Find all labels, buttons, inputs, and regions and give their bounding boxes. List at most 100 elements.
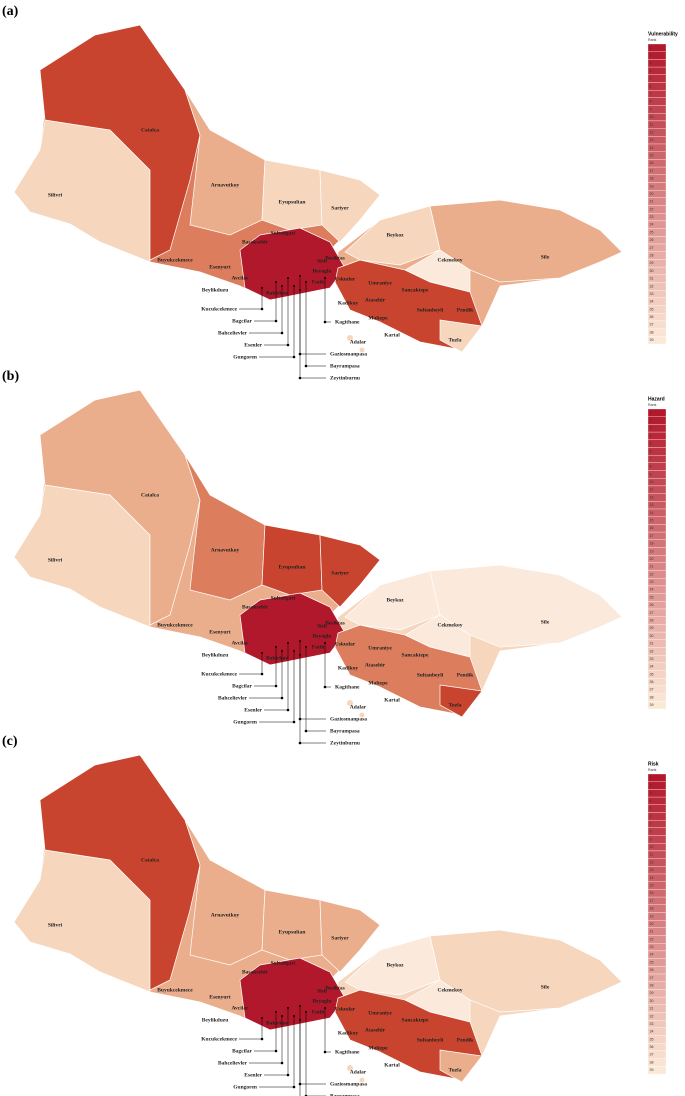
district-label: Gungoren bbox=[233, 354, 257, 360]
legend-rank: 39 bbox=[650, 703, 654, 707]
legend-rank: 8 bbox=[650, 100, 652, 104]
legend-rank: 15 bbox=[650, 883, 654, 887]
district-area bbox=[439, 684, 483, 718]
district-label: Sultanbeyli bbox=[417, 307, 444, 313]
legend-rank: 36 bbox=[650, 1045, 654, 1049]
island bbox=[347, 700, 353, 706]
legend-rank: 20 bbox=[650, 557, 654, 561]
district-area bbox=[184, 89, 266, 236]
callout-dot bbox=[275, 281, 277, 283]
district-label: Beykoz bbox=[386, 597, 404, 603]
district-label: Avcilar bbox=[231, 1005, 249, 1011]
legend-rank: 15 bbox=[650, 153, 654, 157]
callout-dot bbox=[280, 1061, 284, 1065]
legend-rank: 17 bbox=[650, 169, 654, 173]
legend-rank: 37 bbox=[650, 688, 654, 692]
legend-rank: 4 bbox=[650, 69, 652, 73]
district-label: Bagcilar bbox=[232, 318, 252, 324]
callout-dot bbox=[293, 1015, 295, 1017]
district-label: Cekmekoy bbox=[437, 987, 462, 993]
legend-rank: 6 bbox=[650, 449, 652, 453]
district-label: Bagcilar bbox=[232, 683, 252, 689]
district-label: Silivri bbox=[48, 557, 63, 563]
legend-rank: 34 bbox=[650, 300, 654, 304]
legend-rank: 33 bbox=[650, 292, 654, 296]
callout-dot bbox=[261, 1017, 263, 1019]
district-label: Esenyurt bbox=[209, 629, 231, 635]
district-label: Kagithane bbox=[335, 684, 360, 690]
legend-rank: 7 bbox=[650, 92, 652, 96]
legend-rank: 31 bbox=[650, 642, 654, 646]
legend-rank: 11 bbox=[650, 853, 654, 857]
legend-rank: 18 bbox=[650, 177, 654, 181]
legend-rank: 2 bbox=[650, 53, 652, 57]
callout-dot bbox=[299, 654, 301, 656]
legend-rank: 1 bbox=[650, 46, 652, 50]
district-label: Uskudar bbox=[335, 1006, 356, 1012]
callout-dot bbox=[292, 720, 296, 724]
callout-line bbox=[305, 282, 326, 367]
legend-rank: 15 bbox=[650, 518, 654, 522]
district-label: Gaziosmanpasa bbox=[330, 716, 367, 722]
district-label: Kagithane bbox=[335, 319, 360, 325]
legend-rank: 10 bbox=[650, 480, 654, 484]
district-label: Gungoren bbox=[233, 719, 257, 725]
district-label: Bahcelievler bbox=[218, 695, 248, 701]
district-label: Beykoz bbox=[386, 232, 404, 238]
district-area bbox=[261, 889, 323, 961]
callout-dot bbox=[286, 708, 290, 712]
legend-rank: 17 bbox=[650, 899, 654, 903]
callout-dot bbox=[299, 289, 301, 291]
district-label: Atasehir bbox=[365, 662, 386, 668]
callout-dot bbox=[323, 320, 327, 324]
legend-rank: 3 bbox=[650, 791, 652, 795]
district-area bbox=[439, 1049, 483, 1083]
legend-rank: 29 bbox=[650, 261, 654, 265]
callout-dot bbox=[324, 277, 326, 279]
district-label: Sisli bbox=[317, 988, 327, 994]
district-area bbox=[39, 754, 201, 991]
legend-rank: 12 bbox=[650, 495, 654, 499]
district-label: Adalar bbox=[350, 704, 367, 710]
callout-dot bbox=[286, 1073, 290, 1077]
legend-rank: 33 bbox=[650, 1022, 654, 1026]
callout-dot bbox=[304, 364, 308, 368]
legend-rank: 19 bbox=[650, 184, 654, 188]
district-label: Sariyer bbox=[331, 935, 349, 941]
district-label: Esenler bbox=[244, 707, 262, 713]
district-label: Pendik bbox=[457, 307, 474, 313]
callout-dot bbox=[323, 685, 327, 689]
district-label: Buyukcekmece bbox=[157, 987, 193, 993]
district-label: Gaziosmanpasa bbox=[330, 1081, 367, 1087]
callout-dot bbox=[305, 281, 307, 283]
district-label: Uskudar bbox=[335, 276, 356, 282]
district-area bbox=[319, 169, 381, 243]
callout-dot bbox=[260, 672, 264, 676]
island bbox=[359, 1077, 365, 1083]
district-label: Bagcilar bbox=[232, 1048, 252, 1054]
island bbox=[347, 1065, 353, 1071]
district-label: Beyoglu bbox=[313, 268, 332, 274]
callout-dot bbox=[299, 1019, 301, 1021]
legend-rank: 9 bbox=[650, 107, 652, 111]
legend-rank: 10 bbox=[650, 845, 654, 849]
legend-rank: 19 bbox=[650, 549, 654, 553]
legend-rank: 22 bbox=[650, 937, 654, 941]
district-label: Umraniye bbox=[368, 1010, 392, 1016]
callout-line bbox=[305, 1012, 326, 1096]
district-label: Beyoglu bbox=[313, 633, 332, 639]
district-label: Basaksehir bbox=[242, 604, 269, 610]
legend-rank: 3 bbox=[650, 61, 652, 65]
callout-dot bbox=[292, 1085, 296, 1089]
district-label: Catalca bbox=[141, 857, 159, 863]
map-panel: Catalca Silivri Arnavutkoy Eyupsultan Sariye… bbox=[13, 24, 623, 381]
district-label: Sultangazi bbox=[271, 960, 296, 966]
legend-rank: 31 bbox=[650, 277, 654, 281]
district-label: Pendik bbox=[457, 1037, 474, 1043]
district-label: Zeytinburnu bbox=[330, 375, 360, 381]
district-label: Arnavutkoy bbox=[211, 547, 240, 553]
callout-dot bbox=[260, 307, 264, 311]
district-area bbox=[184, 819, 266, 966]
legend-rank: 38 bbox=[650, 695, 654, 699]
